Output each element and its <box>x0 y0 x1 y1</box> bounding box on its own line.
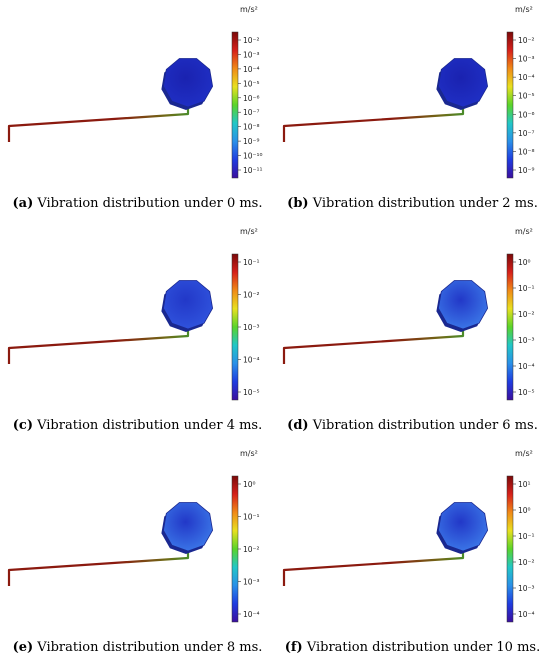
colorbar-tick-label: 10⁻¹ <box>518 284 535 293</box>
colorbar-tick-label: 10⁻⁶ <box>243 94 260 103</box>
colorbar-tick-label: 10⁻² <box>243 545 260 554</box>
simulation-plot: m/s² 10¹ 10⁰ 10⁻¹ 10⁻² 10⁻³ 10⁻⁴ <box>282 449 535 623</box>
colorbar-tick-label: 10⁻⁸ <box>518 147 535 156</box>
panel-label: (a) <box>12 196 34 211</box>
panel-caption: (b) Vibration distribution under 2 ms. <box>275 196 550 211</box>
colorbar-tick-label: 10⁻² <box>243 291 260 300</box>
colorbar <box>506 475 514 623</box>
colorbar-tick-label: 10⁻⁸ <box>243 123 260 132</box>
colorbar-tick-label: 10⁻⁷ <box>518 129 535 138</box>
panel-caption: (f) Vibration distribution under 10 ms. <box>275 640 550 655</box>
colorbar-tick-label: 10⁻⁴ <box>518 73 535 82</box>
panel-d: m/s² 10⁰ 10⁻¹ 10⁻² 10⁻³ 10⁻⁴ 10⁻⁵ (d) Vibration… <box>275 222 550 442</box>
colorbar-tick-label: 10⁻¹ <box>243 258 260 267</box>
colorbar-tick-label: 10⁻⁴ <box>518 362 535 371</box>
wire-model <box>7 104 190 142</box>
colorbar-tick-label: 10⁻⁹ <box>518 166 535 175</box>
panel-c: m/s² 10⁻¹ 10⁻² 10⁻³ 10⁻⁴ 10⁻⁵ (c) Vibration di… <box>0 222 275 442</box>
colorbar-tick-label: 10⁻¹ <box>518 532 535 541</box>
wire-model <box>282 104 465 142</box>
caption-text: Vibration distribution under 8 ms. <box>33 640 263 655</box>
panel-e: m/s² 10⁰ 10⁻¹ 10⁻² 10⁻³ 10⁻⁴ (e) Vibration dis… <box>0 444 275 664</box>
resonator-head <box>162 280 214 330</box>
resonator-head <box>162 58 214 108</box>
colorbar-tick-label: 10⁻⁵ <box>518 92 535 101</box>
colorbar-tick-label: 10⁻⁶ <box>518 110 535 119</box>
colorbar-tick-label: 10⁻³ <box>243 578 260 587</box>
colorbar-tick-label: 10⁻¹ <box>243 513 260 522</box>
caption-text: Vibration distribution under 10 ms. <box>302 640 541 655</box>
colorbar-unit-label: m/s² <box>515 5 533 14</box>
colorbar-unit-label: m/s² <box>515 227 533 236</box>
resonator-head <box>437 58 489 108</box>
colorbar-tick-label: 10⁰ <box>243 480 256 489</box>
panel-a: m/s² 10⁻² 10⁻³ 10⁻⁴ 10⁻⁵ 10⁻⁶ 10⁻⁷ 10⁻⁸ 10⁻⁹ 10⁻¹… <box>0 0 275 220</box>
colorbar-tick-label: 10⁻¹¹ <box>243 166 263 175</box>
colorbar-tick-label: 10⁻⁷ <box>243 108 260 117</box>
panel-caption: (c) Vibration distribution under 4 ms. <box>0 418 275 433</box>
colorbar-tick-label: 10¹ <box>518 480 531 489</box>
caption-text: Vibration distribution under 0 ms. <box>33 196 263 211</box>
colorbar-tick-label: 10⁻⁵ <box>518 388 535 397</box>
colorbar-unit-label: m/s² <box>240 5 258 14</box>
panel-label: (d) <box>287 418 309 433</box>
colorbar-tick-label: 10⁻⁵ <box>243 79 260 88</box>
resonator-head <box>162 502 214 552</box>
panel-label: (e) <box>12 640 34 655</box>
colorbar-tick-label: 10⁰ <box>518 506 531 515</box>
colorbar-tick-label: 10⁻⁹ <box>243 137 260 146</box>
panel-f: m/s² 10¹ 10⁰ 10⁻¹ 10⁻² 10⁻³ 10⁻⁴ (f) Vibration … <box>275 444 550 664</box>
colorbar-tick-label: 10⁻⁴ <box>243 356 260 365</box>
wire-model <box>7 326 190 364</box>
wire-model <box>7 548 190 586</box>
colorbar-tick-label: 10⁻⁴ <box>243 65 260 74</box>
panel-label: (b) <box>287 196 309 211</box>
colorbar-unit-label: m/s² <box>240 449 258 458</box>
colorbar-tick-label: 10⁻¹⁰ <box>243 152 263 161</box>
colorbar-tick-label: 10⁻⁴ <box>243 610 260 619</box>
colorbar-tick-label: 10⁻² <box>518 36 535 45</box>
panel-caption: (a) Vibration distribution under 0 ms. <box>0 196 275 211</box>
wire-model <box>282 548 465 586</box>
simulation-plot: m/s² 10⁻¹ 10⁻² 10⁻³ 10⁻⁴ 10⁻⁵ <box>7 227 260 401</box>
panel-b: m/s² 10⁻² 10⁻³ 10⁻⁴ 10⁻⁵ 10⁻⁶ 10⁻⁷ 10⁻⁸ 10⁻⁹ (b) … <box>275 0 550 220</box>
colorbar-tick-label: 10⁻³ <box>518 336 535 345</box>
simulation-plot: m/s² 10⁰ 10⁻¹ 10⁻² 10⁻³ 10⁻⁴ 10⁻⁵ <box>282 227 535 401</box>
colorbar-tick-label: 10⁻³ <box>518 584 535 593</box>
colorbar-tick-label: 10⁻⁴ <box>518 610 535 619</box>
caption-text: Vibration distribution under 2 ms. <box>308 196 538 211</box>
colorbar-tick-label: 10⁻⁵ <box>243 388 260 397</box>
simulation-plot: m/s² 10⁻² 10⁻³ 10⁻⁴ 10⁻⁵ 10⁻⁶ 10⁻⁷ 10⁻⁸ 10⁻⁹ <box>282 5 535 179</box>
simulation-plot: m/s² 10⁰ 10⁻¹ 10⁻² 10⁻³ 10⁻⁴ <box>7 449 260 623</box>
colorbar-tick-label: 10⁻³ <box>243 323 260 332</box>
colorbar <box>506 31 514 179</box>
panel-caption: (e) Vibration distribution under 8 ms. <box>0 640 275 655</box>
panel-label: (c) <box>12 418 33 433</box>
panel-caption: (d) Vibration distribution under 6 ms. <box>275 418 550 433</box>
resonator-head <box>437 502 489 552</box>
colorbar-tick-label: 10⁻² <box>243 36 260 45</box>
colorbar <box>231 253 239 401</box>
resonator-head <box>437 280 489 330</box>
panel-label: (f) <box>284 640 303 655</box>
colorbar <box>231 31 239 179</box>
caption-text: Vibration distribution under 6 ms. <box>308 418 538 433</box>
simulation-plot: m/s² 10⁻² 10⁻³ 10⁻⁴ 10⁻⁵ 10⁻⁶ 10⁻⁷ 10⁻⁸ 10⁻⁹ 10⁻¹… <box>7 5 263 179</box>
colorbar-unit-label: m/s² <box>515 449 533 458</box>
colorbar <box>231 475 239 623</box>
colorbar-tick-label: 10⁻³ <box>518 55 535 64</box>
colorbar-unit-label: m/s² <box>240 227 258 236</box>
colorbar <box>506 253 514 401</box>
colorbar-tick-label: 10⁻² <box>518 558 535 567</box>
caption-text: Vibration distribution under 4 ms. <box>32 418 263 433</box>
colorbar-tick-label: 10⁰ <box>518 258 531 267</box>
colorbar-tick-label: 10⁻² <box>518 310 535 319</box>
wire-model <box>282 326 465 364</box>
colorbar-tick-label: 10⁻³ <box>243 50 260 59</box>
